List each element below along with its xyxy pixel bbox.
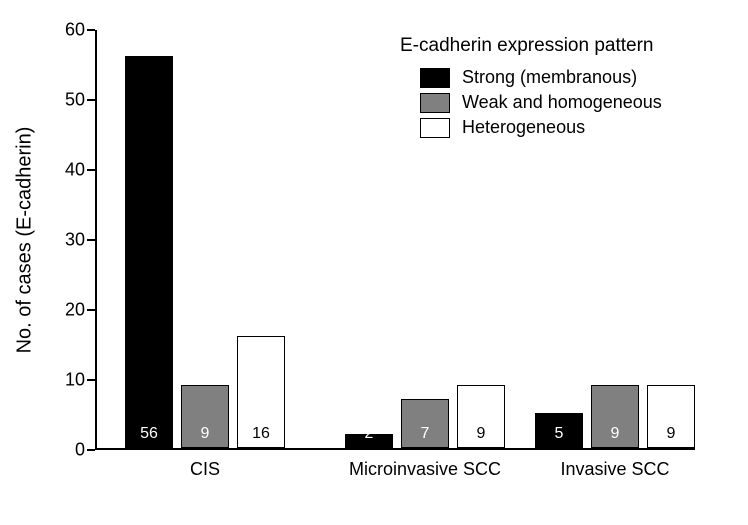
legend-item: Heterogeneous — [400, 117, 662, 138]
bar: 2 — [345, 434, 393, 448]
y-tick-label: 30 — [45, 230, 85, 251]
y-tick — [87, 239, 95, 241]
y-tick-label: 20 — [45, 300, 85, 321]
bar-value-label: 9 — [477, 425, 486, 443]
legend-text: Strong (membranous) — [462, 67, 637, 88]
bar: 7 — [401, 399, 449, 448]
y-tick — [87, 169, 95, 171]
x-tick-label: Invasive SCC — [560, 459, 669, 480]
y-tick-label: 0 — [45, 440, 85, 461]
bar: 9 — [647, 385, 695, 448]
bar-value-label: 5 — [555, 425, 564, 443]
x-tick-label: CIS — [190, 459, 220, 480]
legend-swatch — [420, 93, 450, 113]
bar-value-label: 56 — [140, 425, 158, 443]
y-tick-label: 10 — [45, 370, 85, 391]
x-tick-label: Microinvasive SCC — [349, 459, 501, 480]
y-tick-label: 60 — [45, 20, 85, 41]
legend-text: Weak and homogeneous — [462, 92, 662, 113]
bar-value-label: 7 — [421, 425, 430, 443]
legend-item: Strong (membranous) — [400, 67, 662, 88]
legend-text: Heterogeneous — [462, 117, 585, 138]
y-tick — [87, 99, 95, 101]
y-axis — [95, 30, 97, 450]
y-tick — [87, 309, 95, 311]
bar: 9 — [591, 385, 639, 448]
y-tick-label: 50 — [45, 90, 85, 111]
x-axis — [95, 448, 695, 450]
bar: 9 — [457, 385, 505, 448]
y-tick — [87, 379, 95, 381]
y-tick — [87, 449, 95, 451]
bar-value-label: 9 — [611, 425, 620, 443]
y-tick — [87, 29, 95, 31]
bar: 56 — [125, 56, 173, 448]
legend-item: Weak and homogeneous — [400, 92, 662, 113]
legend-title: E-cadherin expression pattern — [400, 35, 662, 57]
y-tick-label: 40 — [45, 160, 85, 181]
bar: 16 — [237, 336, 285, 448]
bar-value-label: 16 — [252, 425, 270, 443]
legend-swatch — [420, 68, 450, 88]
bar: 5 — [535, 413, 583, 448]
bar-value-label: 9 — [667, 425, 676, 443]
legend: E-cadherin expression pattern Strong (me… — [400, 35, 662, 142]
bar: 9 — [181, 385, 229, 448]
legend-swatch — [420, 118, 450, 138]
chart-container: No. of cases (E-cadherin) 0102030405060 … — [0, 0, 748, 525]
bar-value-label: 2 — [365, 425, 374, 443]
y-axis-label: No. of cases (E-cadherin) — [14, 127, 37, 354]
bar-value-label: 9 — [201, 425, 210, 443]
